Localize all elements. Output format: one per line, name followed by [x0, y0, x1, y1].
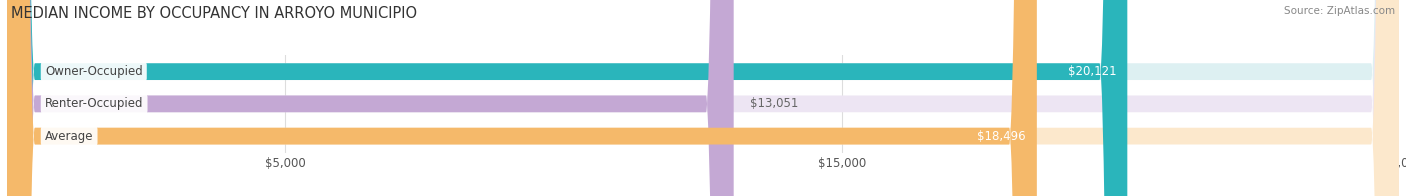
FancyBboxPatch shape [7, 0, 1036, 196]
FancyBboxPatch shape [7, 0, 734, 196]
Text: $20,121: $20,121 [1067, 65, 1116, 78]
Text: Renter-Occupied: Renter-Occupied [45, 97, 143, 110]
FancyBboxPatch shape [7, 0, 1399, 196]
Text: MEDIAN INCOME BY OCCUPANCY IN ARROYO MUNICIPIO: MEDIAN INCOME BY OCCUPANCY IN ARROYO MUN… [11, 6, 418, 21]
Text: Owner-Occupied: Owner-Occupied [45, 65, 142, 78]
Text: Source: ZipAtlas.com: Source: ZipAtlas.com [1284, 6, 1395, 16]
Text: $13,051: $13,051 [751, 97, 799, 110]
Text: $18,496: $18,496 [977, 130, 1026, 143]
FancyBboxPatch shape [7, 0, 1399, 196]
FancyBboxPatch shape [7, 0, 1399, 196]
FancyBboxPatch shape [7, 0, 1128, 196]
Text: Average: Average [45, 130, 93, 143]
